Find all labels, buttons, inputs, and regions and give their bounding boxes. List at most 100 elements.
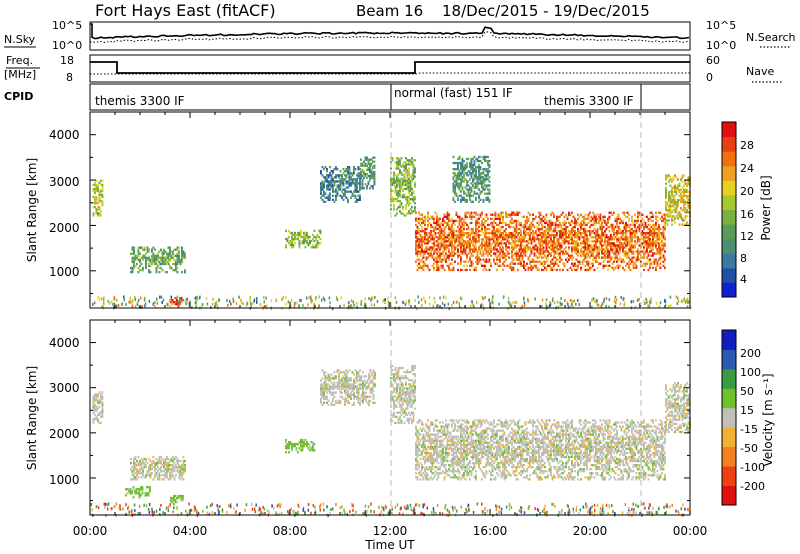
- heatmap-cell: [656, 238, 659, 241]
- heatmap-cell: [416, 307, 418, 311]
- heatmap-cell: [466, 244, 468, 247]
- heatmap-cell: [101, 415, 104, 418]
- heatmap-cell: [583, 254, 585, 257]
- heatmap-cell: [170, 459, 173, 463]
- heatmap-cell: [425, 240, 428, 243]
- heatmap-cell: [638, 230, 641, 233]
- heatmap-cell: [173, 262, 176, 266]
- heatmap-cell: [684, 190, 687, 193]
- heatmap-cell: [625, 234, 627, 237]
- heatmap-cell: [488, 159, 491, 163]
- heatmap-cell: [652, 238, 654, 241]
- heatmap-cell: [539, 219, 542, 223]
- heatmap-cell: [590, 215, 593, 218]
- heatmap-cell: [424, 219, 426, 223]
- heatmap-cell: [469, 170, 471, 173]
- heatmap-cell: [151, 462, 153, 465]
- heatmap-cell: [674, 207, 676, 210]
- heatmap-cell: [592, 250, 594, 253]
- heatmap-cell: [430, 238, 432, 241]
- heatmap-cell: [452, 300, 455, 304]
- heatmap-cell: [417, 295, 419, 299]
- heatmap-cell: [587, 252, 590, 255]
- heatmap-cell: [366, 168, 368, 171]
- heatmap-cell: [430, 215, 432, 218]
- heatmap-cell: [356, 305, 358, 309]
- heatmap-cell: [482, 178, 485, 181]
- heatmap-cell: [604, 236, 606, 239]
- heatmap-cell: [532, 234, 534, 237]
- heatmap-cell: [560, 223, 563, 227]
- heatmap-cell: [469, 166, 471, 169]
- heatmap-cell: [479, 159, 482, 163]
- heatmap-cell: [664, 215, 666, 218]
- heatmap-cell: [475, 234, 477, 237]
- heatmap-cell: [559, 303, 562, 307]
- heatmap-cell: [301, 449, 304, 452]
- heatmap-cell: [470, 186, 473, 189]
- heatmap-cell: [467, 227, 470, 231]
- heatmap-cell: [421, 213, 423, 216]
- heatmap-cell: [530, 260, 533, 263]
- heatmap-cell: [487, 178, 489, 181]
- heatmap-cell: [323, 176, 325, 179]
- heatmap-cell: [347, 180, 349, 183]
- heatmap-cell: [500, 240, 503, 243]
- heatmap-cell: [569, 213, 572, 216]
- heatmap-cell: [347, 182, 349, 185]
- heatmap-cell: [403, 181, 406, 184]
- heatmap-cell: [619, 238, 621, 241]
- heatmap-cell: [440, 236, 443, 239]
- heatmap-cell: [440, 240, 443, 243]
- heatmap-cell: [659, 242, 662, 245]
- heatmap-cell: [155, 457, 158, 461]
- heatmap-cell: [366, 185, 368, 188]
- heatmap-cell: [632, 266, 635, 269]
- heatmap-cell: [434, 232, 437, 235]
- heatmap-cell: [139, 252, 141, 255]
- heatmap-cell: [455, 230, 458, 233]
- heatmap-cell: [470, 157, 473, 161]
- heatmap-cell: [577, 254, 579, 257]
- heatmap-cell: [674, 203, 676, 206]
- heatmap-cell: [445, 240, 447, 243]
- heatmap-cell: [194, 296, 197, 300]
- heatmap-cell: [176, 301, 178, 304]
- heatmap-cell: [154, 260, 156, 264]
- heatmap-cell: [470, 242, 473, 245]
- heatmap-cell: [638, 238, 641, 241]
- heatmap-cell: [113, 295, 116, 299]
- heatmap-cell: [608, 298, 611, 302]
- heatmap-cell: [149, 264, 152, 268]
- heatmap-cell: [101, 407, 104, 410]
- heatmap-cell: [587, 254, 590, 257]
- heatmap-cell: [366, 156, 368, 159]
- heatmap-cell: [672, 200, 675, 204]
- heatmap-cell: [169, 474, 171, 477]
- heatmap-cell: [97, 399, 99, 402]
- heatmap-cell: [329, 305, 331, 309]
- heatmap-cell: [593, 244, 596, 247]
- heatmap-cell: [449, 262, 452, 265]
- heatmap-cell: [596, 221, 599, 225]
- heatmap-cell: [665, 209, 667, 212]
- heatmap-cell: [318, 295, 320, 299]
- heatmap-cell: [658, 252, 660, 255]
- heatmap-cell: [166, 476, 168, 479]
- heatmap-cell: [577, 250, 579, 253]
- heatmap-cell: [668, 174, 670, 177]
- heatmap-cell: [666, 215, 669, 218]
- heatmap-cell: [686, 209, 688, 212]
- heatmap-cell: [491, 242, 494, 245]
- heatmap-cell: [590, 262, 593, 265]
- heatmap-cell: [496, 242, 498, 245]
- heatmap-cell: [146, 486, 148, 489]
- heatmap-cell: [353, 194, 355, 197]
- heatmap-cell: [178, 301, 181, 305]
- heatmap-cell: [352, 300, 355, 304]
- heatmap-cell: [629, 250, 632, 253]
- heatmap-cell: [550, 244, 552, 247]
- heatmap-cell: [650, 232, 653, 235]
- heatmap-cell: [521, 258, 524, 261]
- heatmap-cell: [455, 238, 458, 241]
